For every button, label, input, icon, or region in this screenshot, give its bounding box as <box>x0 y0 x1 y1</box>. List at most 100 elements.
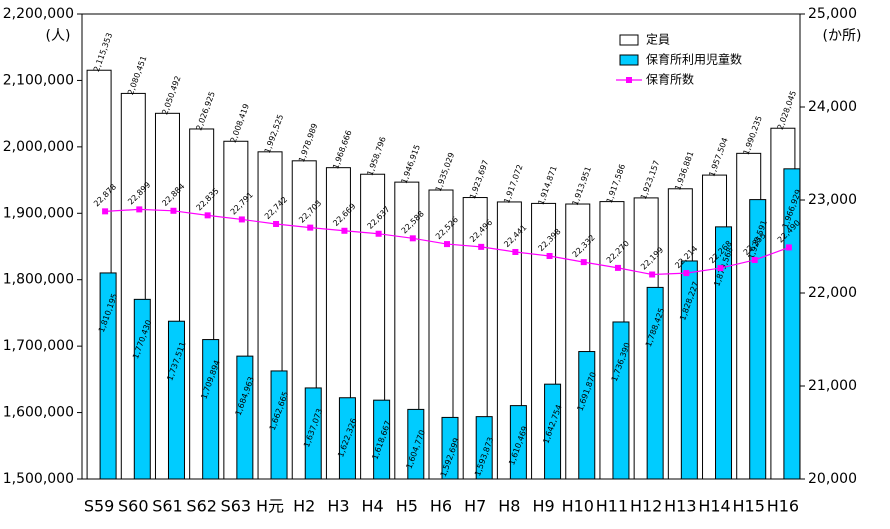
marker <box>444 241 450 248</box>
y-tick-label: 2,000,000 <box>3 139 74 155</box>
marker <box>649 271 656 278</box>
marker <box>546 252 553 259</box>
bar <box>373 399 391 480</box>
x-tick-label: S60 <box>118 497 149 516</box>
bar <box>236 355 254 480</box>
bar <box>612 321 630 480</box>
marker <box>375 230 382 237</box>
marker <box>307 224 314 231</box>
y-tick-label: 1,700,000 <box>3 338 74 354</box>
x-tick-label: H8 <box>498 497 520 516</box>
y-tick-label: 1,800,000 <box>3 272 74 288</box>
x-tick-label: S61 <box>152 497 183 516</box>
marker <box>478 243 485 250</box>
value-label: 1,958,796 <box>365 136 387 177</box>
value-label: 2,026,925 <box>194 90 216 131</box>
value-label: 1,990,235 <box>742 115 764 156</box>
bar <box>338 397 356 480</box>
y-tick-label: 1,500,000 <box>3 471 74 487</box>
y2-tick-label: 24,000 <box>808 99 857 115</box>
x-tick-label: H元 <box>256 497 284 516</box>
value-label: 2,115,353 <box>92 32 114 73</box>
y-tick-label: 2,100,000 <box>3 72 74 88</box>
marker <box>512 248 519 255</box>
bar <box>291 160 317 480</box>
y2-tick-label: 20,000 <box>808 471 857 487</box>
bar <box>646 286 664 480</box>
y-tick-label: 1,900,000 <box>3 205 74 221</box>
x-tick-label: H9 <box>532 497 554 516</box>
marker <box>751 256 758 263</box>
bar <box>202 339 220 480</box>
bar <box>407 408 425 480</box>
legend-label: 定員 <box>646 32 670 47</box>
x-tick-label: H12 <box>630 497 662 516</box>
value-label: 1,978,989 <box>297 122 319 163</box>
y2-unit: (か所) <box>823 28 862 44</box>
value-label: 1,957,504 <box>707 136 729 177</box>
marker <box>785 244 792 251</box>
value-label: 1,946,915 <box>400 143 422 184</box>
bar <box>475 416 493 480</box>
marker <box>717 265 724 272</box>
value-label: 1,923,697 <box>468 159 490 200</box>
x-tick-label: H5 <box>396 497 418 516</box>
bar <box>441 416 459 480</box>
bar <box>120 92 146 480</box>
bar <box>270 370 288 480</box>
x-tick-label: H13 <box>664 497 696 516</box>
bar <box>304 387 322 480</box>
bar <box>680 260 698 480</box>
x-tick-label: S59 <box>84 497 115 516</box>
legend-label: 保育所数 <box>646 72 694 87</box>
marker <box>136 206 143 213</box>
value-label: 2,008,419 <box>229 103 251 144</box>
marker <box>238 216 245 223</box>
marker <box>409 235 416 242</box>
value-label: 1,917,586 <box>605 163 627 204</box>
legend-swatch <box>626 77 632 83</box>
x-tick-label: H3 <box>327 497 349 516</box>
y2-tick-label: 23,000 <box>808 192 857 208</box>
marker <box>341 227 348 234</box>
x-tick-label: H7 <box>464 497 486 516</box>
value-label: 1,913,951 <box>571 165 593 206</box>
bar <box>99 272 117 480</box>
x-tick-label: H15 <box>733 497 765 516</box>
legend-label: 保育所利用児童数 <box>646 52 742 67</box>
y2-tick-label: 22,000 <box>808 285 857 301</box>
value-label: 2,050,492 <box>160 75 182 116</box>
value-label: 1,917,072 <box>502 163 524 204</box>
bar <box>749 199 767 480</box>
value-label: 1,936,881 <box>673 150 695 191</box>
x-tick-label: H14 <box>698 497 730 516</box>
legend-swatch <box>619 54 639 66</box>
bar <box>715 226 733 480</box>
bar <box>133 298 151 480</box>
marker <box>580 259 587 266</box>
x-tick-label: S62 <box>186 497 217 516</box>
marker <box>273 220 280 227</box>
x-tick-label: H6 <box>430 497 452 516</box>
legend-swatch <box>619 34 639 46</box>
value-label: 2,080,451 <box>126 55 148 96</box>
value-label: 2,028,045 <box>776 90 798 131</box>
value-label: 1,992,525 <box>263 113 285 154</box>
bar <box>578 351 596 480</box>
marker <box>170 207 177 214</box>
x-tick-label: H2 <box>293 497 315 516</box>
x-tick-label: S63 <box>221 497 252 516</box>
marker <box>102 208 109 215</box>
bar <box>167 320 185 480</box>
y-tick-label: 2,200,000 <box>3 6 74 22</box>
y-tick-label: 1,600,000 <box>3 405 74 421</box>
marker <box>683 270 690 277</box>
y2-tick-label: 21,000 <box>808 378 857 394</box>
value-label: 1,935,029 <box>434 151 456 192</box>
bar <box>509 405 527 480</box>
y2-tick-label: 25,000 <box>808 6 857 22</box>
value-label: 1,914,871 <box>536 165 558 206</box>
value-label: 1,968,666 <box>331 129 353 170</box>
